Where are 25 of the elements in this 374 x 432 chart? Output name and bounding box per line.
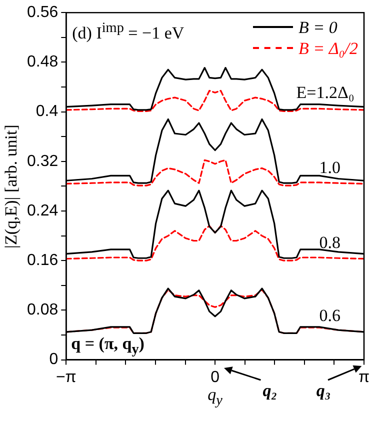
- annotation: E=1.2Δ₀: [296, 82, 354, 102]
- y-tick-label: 0: [49, 351, 58, 368]
- line-series: [66, 225, 364, 262]
- y-tick-label: 0.32: [27, 152, 58, 170]
- x-tick-label: −π: [56, 368, 76, 386]
- legend-label: B = 0: [298, 16, 338, 38]
- y-axis-title: |Z(q,E)| [arb. unit]: [0, 124, 20, 248]
- x-tick-label: 0: [210, 368, 220, 386]
- annotation: 0.8: [319, 232, 340, 252]
- y-tick-label: 0.56: [27, 4, 58, 22]
- text: q₃: [316, 380, 331, 400]
- annotation: (d) I$^{imp}$ = −1 eV: [72, 20, 184, 42]
- text: q₂: [262, 380, 278, 400]
- y-tick-label: 0.48: [27, 54, 58, 71]
- y-tick-label: 0.24: [27, 202, 58, 220]
- x-axis-title: q$_{y}$: [208, 384, 222, 408]
- annotation: q = (π, q$_{y}$): [71, 334, 144, 358]
- y-tick-label: 0.4: [36, 103, 58, 120]
- line-series: [66, 159, 364, 186]
- y-tick-label: 0.08: [27, 302, 58, 319]
- x-tick-label: π: [358, 368, 370, 386]
- legend-label: B = Δ₀/2: [298, 38, 358, 60]
- annotation: 1.0: [319, 158, 340, 177]
- y-tick-label: 0.16: [27, 252, 58, 270]
- annotation: 0.6: [319, 306, 340, 326]
